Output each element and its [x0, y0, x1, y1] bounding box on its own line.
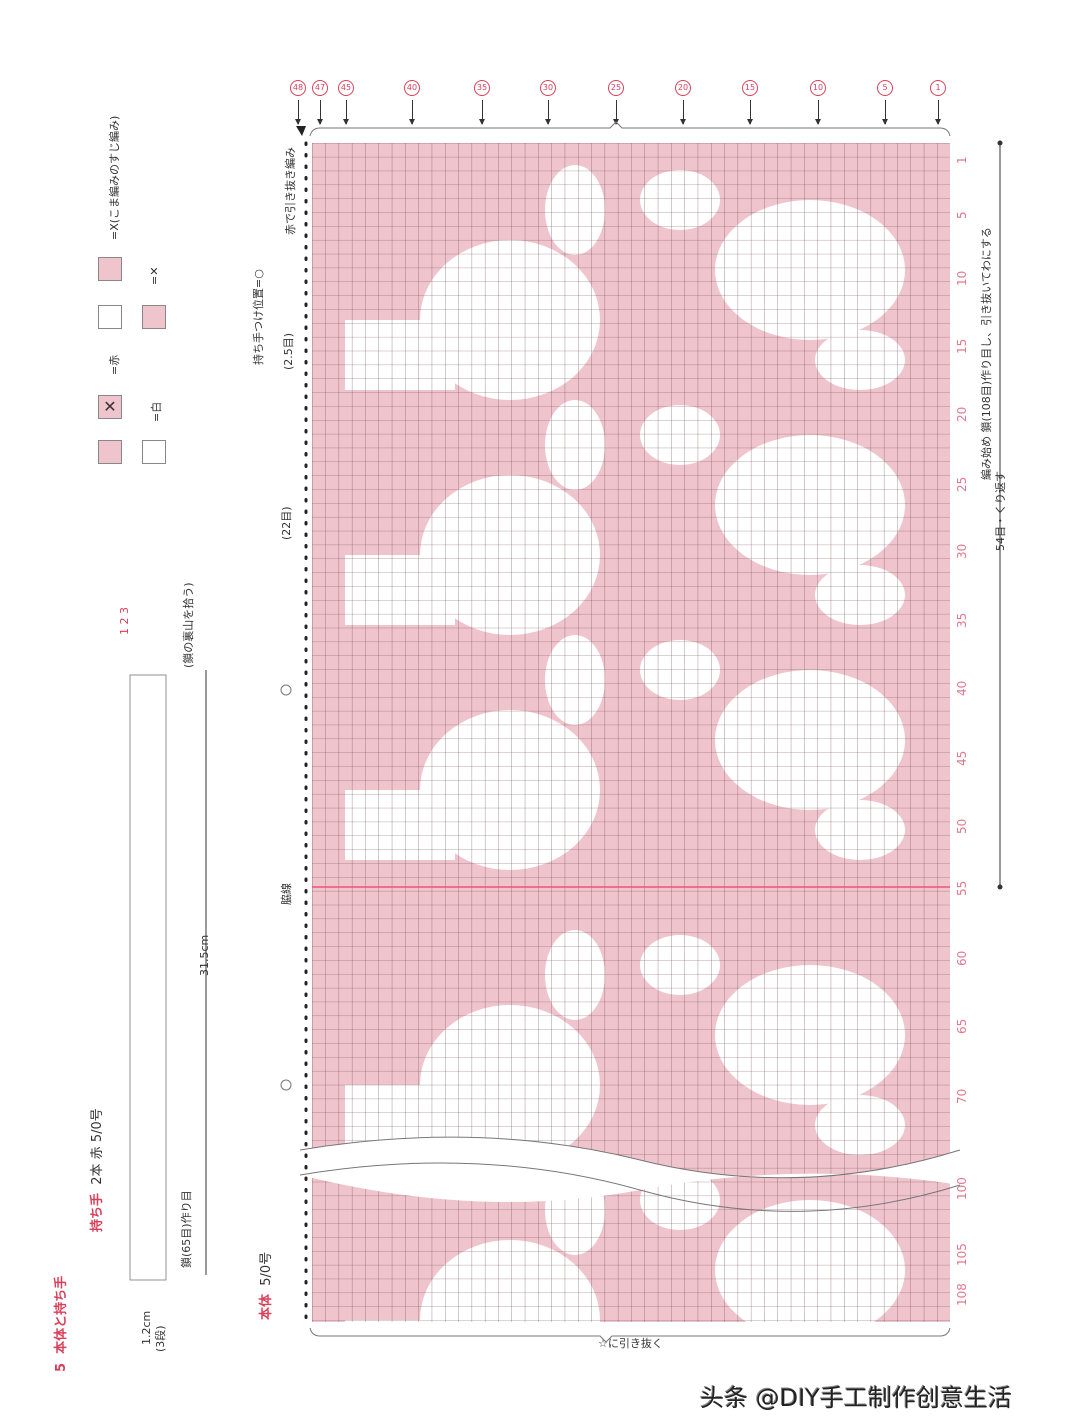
column-label: 25	[608, 80, 624, 96]
column-label: 40	[404, 80, 420, 96]
column-label: 15	[742, 80, 758, 96]
bottom-note: ☆に引き抜く	[598, 1337, 663, 1350]
column-label: 35	[474, 80, 490, 96]
arrow-down-icon	[317, 100, 323, 125]
arrow-down-icon	[343, 100, 349, 125]
arrow-down-icon	[680, 100, 686, 125]
column-label: 5	[877, 80, 893, 96]
arrow-down-icon	[295, 100, 301, 125]
legend-white-swatch-2	[98, 305, 122, 329]
handle-position-circle	[280, 684, 292, 696]
handle-strip	[129, 674, 167, 1281]
arrow-down-icon	[545, 100, 551, 125]
legend-red-swatch	[98, 440, 122, 464]
arrow-down-icon	[479, 100, 485, 125]
arrow-down-icon	[409, 100, 415, 125]
white-motif	[345, 1320, 455, 1322]
column-label: 48	[290, 80, 306, 96]
legend-red-swatch-3	[142, 305, 166, 329]
arrow-down-icon	[815, 100, 821, 125]
column-label: 47	[312, 80, 328, 96]
column-label: 1	[930, 80, 946, 96]
legend-red-x-swatch: ✕	[98, 395, 122, 419]
chart-grid	[312, 143, 950, 1322]
top-brace	[309, 121, 951, 137]
arrow-down-icon	[935, 100, 941, 125]
column-label: 45	[338, 80, 354, 96]
column-label: 20	[675, 80, 691, 96]
handle-position-circle	[280, 1079, 292, 1091]
start-triangle-icon	[296, 126, 306, 136]
bottom-brace	[309, 1327, 951, 1343]
arrow-down-icon	[882, 100, 888, 125]
chart-break	[312, 1137, 950, 1202]
column-label: 10	[810, 80, 826, 96]
legend-white-swatch	[142, 440, 166, 464]
watermark: 头条 @DIY手工制作创意生活	[700, 1384, 1012, 1412]
legend-red-swatch-2	[98, 257, 122, 281]
column-label: 30	[540, 80, 556, 96]
arrow-down-icon	[747, 100, 753, 125]
